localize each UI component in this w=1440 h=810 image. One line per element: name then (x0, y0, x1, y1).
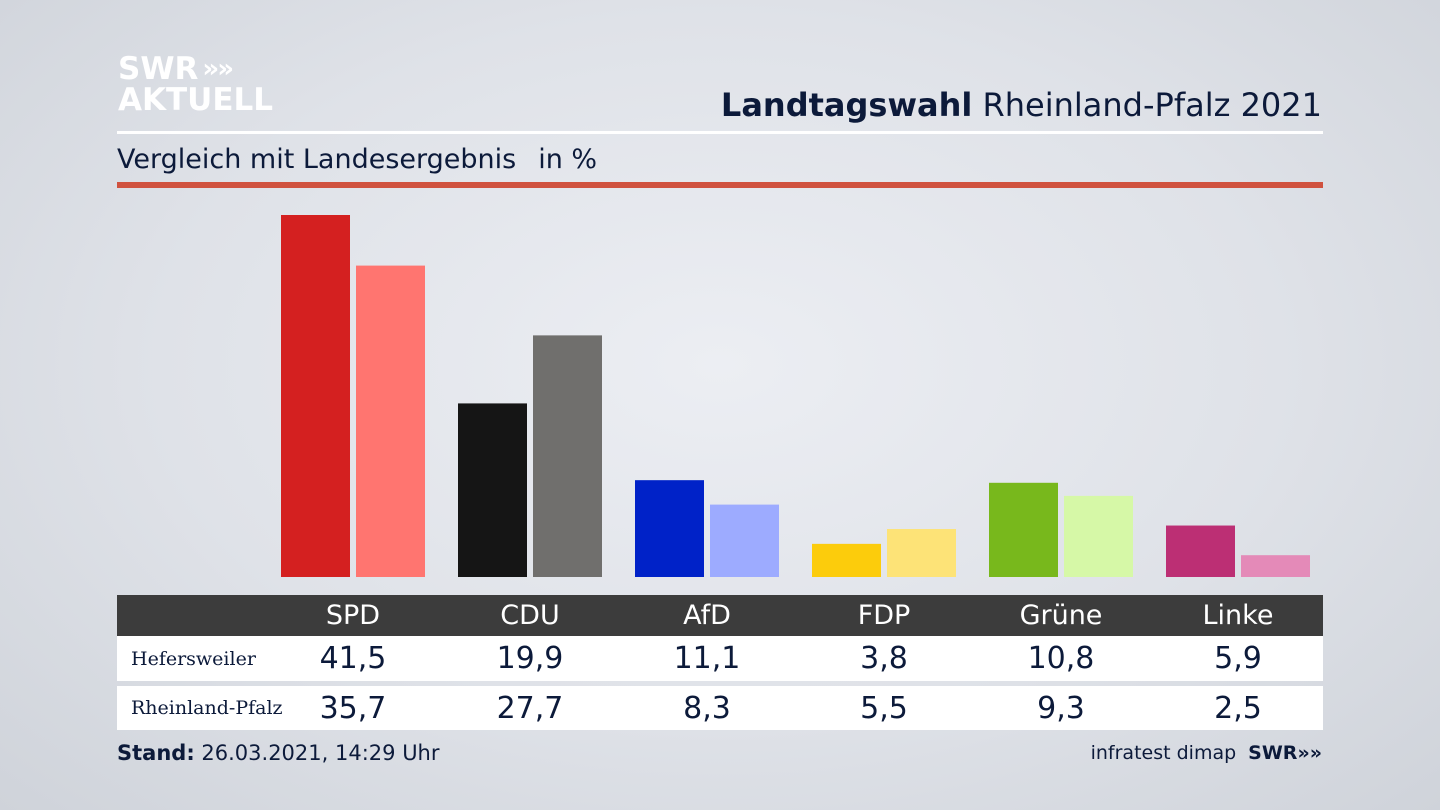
bar-chart (281, 215, 1310, 577)
bar-cdu-rheinland-pfalz (533, 335, 602, 577)
subtitle: Vergleich mit Landesergebnis in % (117, 144, 597, 175)
row-label: Hefersweiler (131, 647, 256, 670)
value-cdu-hefersweiler: 19,9 (496, 641, 564, 676)
value-spd-rheinland-pfalz: 35,7 (319, 690, 387, 726)
bar-gruene-rheinland-pfalz (1064, 495, 1133, 577)
header-cdu: CDU (500, 600, 560, 631)
value-fdp-hefersweiler: 3,8 (860, 641, 908, 676)
swr-chevron-icon: » (1297, 742, 1310, 764)
divider-white (117, 131, 1323, 134)
value-fdp-rheinland-pfalz: 5,5 (860, 690, 908, 726)
value-spd-hefersweiler: 41,5 (319, 641, 387, 676)
results-table: SPD CDU AfD FDP Grüne Linke Hefersweiler 41,5… (117, 595, 1323, 730)
value-gruene-hefersweiler: 10,8 (1027, 641, 1095, 676)
swr-brand-text: SWR (1248, 742, 1298, 764)
value-linke-hefersweiler: 5,9 (1214, 641, 1262, 676)
row-label: Rheinland-Pfalz (131, 697, 283, 719)
footer-stand: Stand: 26.03.2021, 14:29 Uhr (117, 741, 440, 765)
bar-spd-rheinland-pfalz (356, 265, 425, 577)
logo-aktuell: AKTUELL (118, 82, 274, 118)
table-row-rheinland-pfalz: Rheinland-Pfalz 35,7 27,7 8,3 5,5 9,3 2,5 (117, 686, 1323, 730)
subtitle-unit: in % (538, 144, 598, 175)
swr-aktuell-logo: SWR»» AKTUELL (118, 54, 273, 116)
swr-brand: SWR»» (1248, 742, 1322, 764)
title-rest: Rheinland-Pfalz 2021 (982, 86, 1322, 124)
value-afd-rheinland-pfalz: 8,3 (683, 690, 731, 726)
bar-afd-hefersweiler (635, 480, 704, 577)
bar-gruene-hefersweiler (989, 482, 1058, 577)
stand-value: 26.03.2021, 14:29 Uhr (201, 741, 440, 765)
divider-red (117, 182, 1323, 188)
subtitle-text: Vergleich mit Landesergebnis (117, 144, 517, 175)
value-cdu-rheinland-pfalz: 27,7 (496, 690, 564, 726)
value-afd-hefersweiler: 11,1 (673, 641, 741, 676)
bar-fdp-rheinland-pfalz (887, 529, 956, 577)
title-bold: Landtagswahl (720, 86, 973, 124)
page-title: Landtagswahl Rheinland-Pfalz 2021 (721, 86, 1322, 124)
bar-afd-rheinland-pfalz (710, 504, 779, 577)
table-header: SPD CDU AfD FDP Grüne Linke (117, 595, 1323, 636)
bar-spd-hefersweiler (281, 215, 350, 577)
header-fdp: FDP (857, 600, 911, 631)
header-afd: AfD (683, 600, 731, 631)
bar-linke-hefersweiler (1166, 525, 1235, 577)
value-gruene-rheinland-pfalz: 9,3 (1037, 690, 1085, 726)
source-label: infratest dimap (1090, 742, 1237, 764)
header-spd: SPD (325, 600, 381, 631)
table-row-hefersweiler: Hefersweiler 41,5 19,9 11,1 3,8 10,8 5,9 (117, 636, 1323, 681)
bar-cdu-hefersweiler (458, 403, 527, 577)
stand-label: Stand: (117, 741, 195, 765)
bar-fdp-hefersweiler (812, 543, 881, 577)
swr-chevron-icon-2: » (1309, 742, 1322, 764)
header-gruene: Grüne (1019, 600, 1103, 631)
logo-swr: SWR (118, 51, 199, 87)
header-linke: Linke (1202, 600, 1274, 631)
footer-source: infratest dimap SWR»» (1091, 742, 1322, 764)
value-linke-rheinland-pfalz: 2,5 (1214, 690, 1262, 726)
bar-linke-rheinland-pfalz (1241, 555, 1310, 577)
